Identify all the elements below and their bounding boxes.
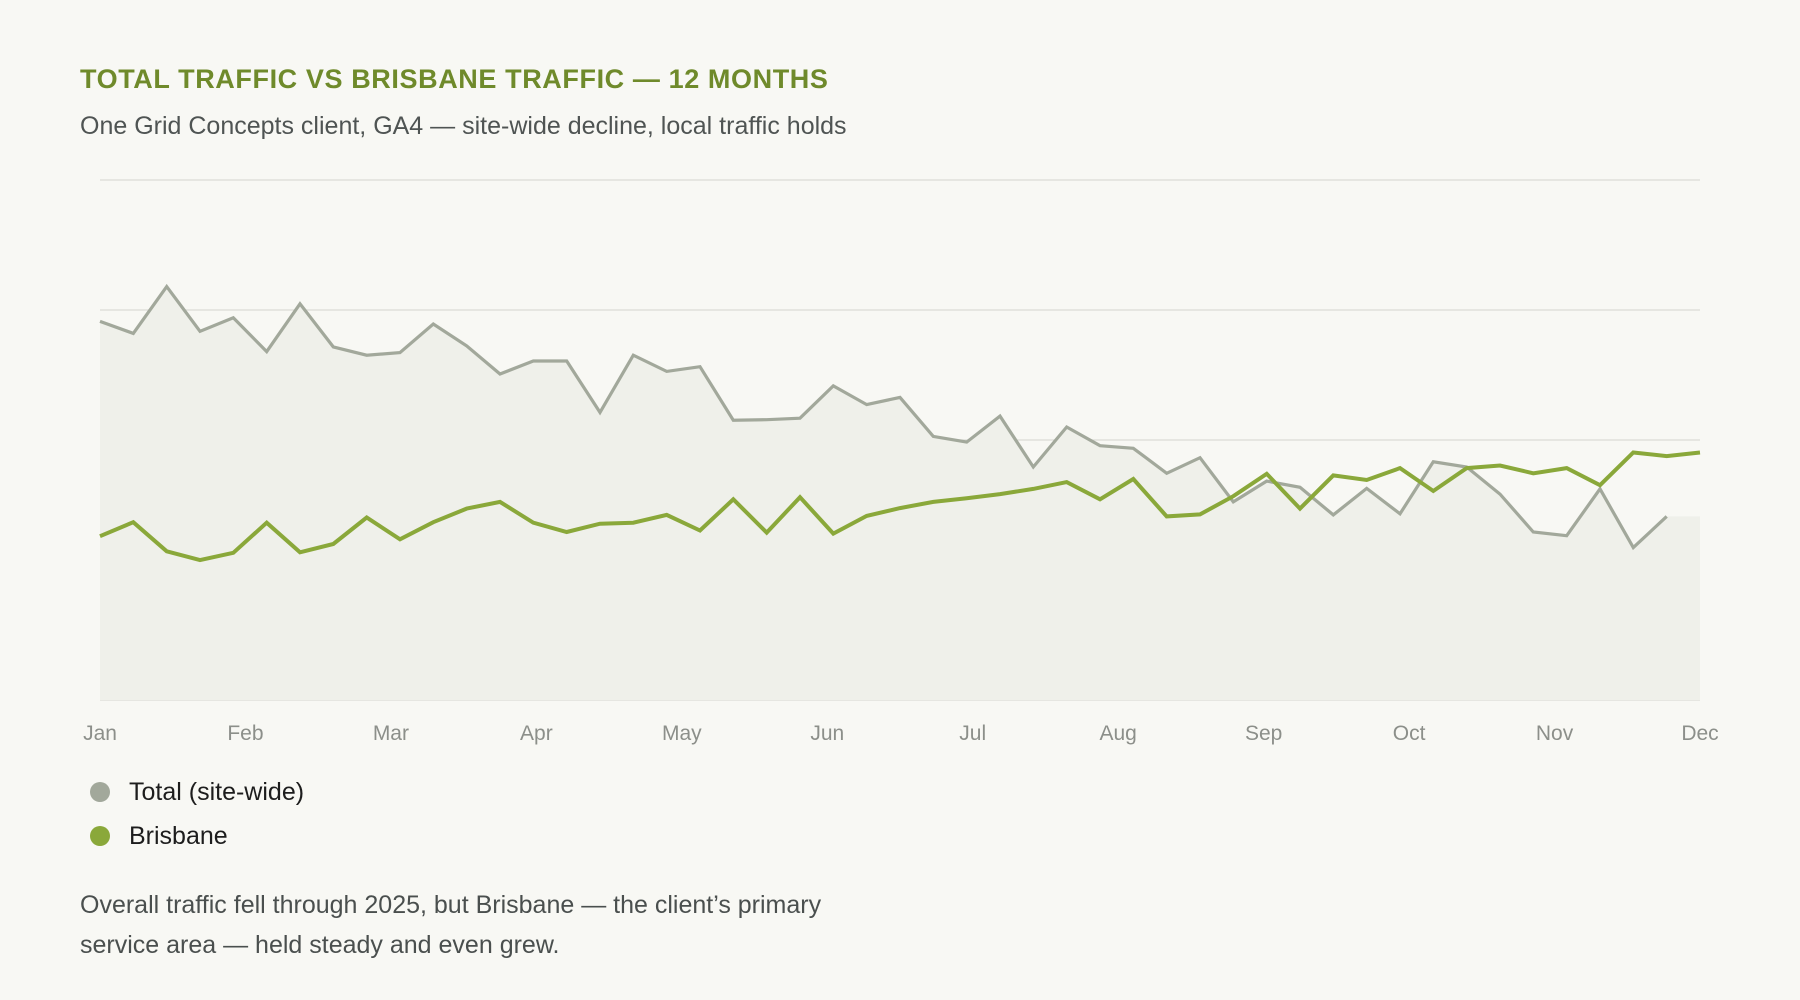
line-chart: Jan Feb Mar Apr May Jun Jul Aug Sep Oct Nov Dec (83, 179, 1719, 745)
legend: Total (site-wide) Brisbane (90, 770, 304, 858)
x-tick-label: Apr (520, 722, 553, 745)
x-tick-label: Sep (1245, 722, 1282, 745)
legend-item-brisbane: Brisbane (90, 814, 304, 858)
x-tick-label: Dec (1681, 722, 1718, 745)
x-tick-label: Nov (1536, 722, 1574, 745)
x-tick-label: Mar (373, 722, 409, 745)
area-fill-layer (100, 286, 1700, 700)
chart-caption: Overall traffic fell through 2025, but B… (80, 891, 822, 959)
legend-item-total: Total (site-wide) (90, 770, 304, 814)
x-tick-label: Jun (810, 722, 844, 745)
x-tick-label: Aug (1099, 722, 1136, 745)
x-axis-ticks: Jan Feb Mar Apr May Jun Jul Aug Sep Oct Nov Dec (83, 722, 1719, 745)
x-tick-label: May (662, 722, 702, 745)
chart-title: TOTAL TRAFFIC VS BRISBANE TRAFFIC — 12 M… (80, 64, 829, 94)
legend-label-brisbane: Brisbane (129, 821, 228, 850)
x-tick-label: Feb (227, 722, 263, 745)
series-line-total (99, 283, 1668, 551)
total-area-fill (100, 286, 1700, 700)
chart-subtitle: One Grid Concepts client, GA4 — site-wid… (80, 112, 847, 140)
series-lines (99, 283, 1701, 563)
x-tick-label: Jan (83, 722, 117, 745)
legend-swatch-total (90, 782, 110, 802)
legend-swatch-brisbane (90, 826, 110, 846)
series-line-brisbane (99, 450, 1701, 563)
x-tick-label: Jul (959, 722, 986, 745)
x-tick-label: Oct (1393, 722, 1426, 745)
legend-label-total: Total (site-wide) (129, 777, 305, 806)
